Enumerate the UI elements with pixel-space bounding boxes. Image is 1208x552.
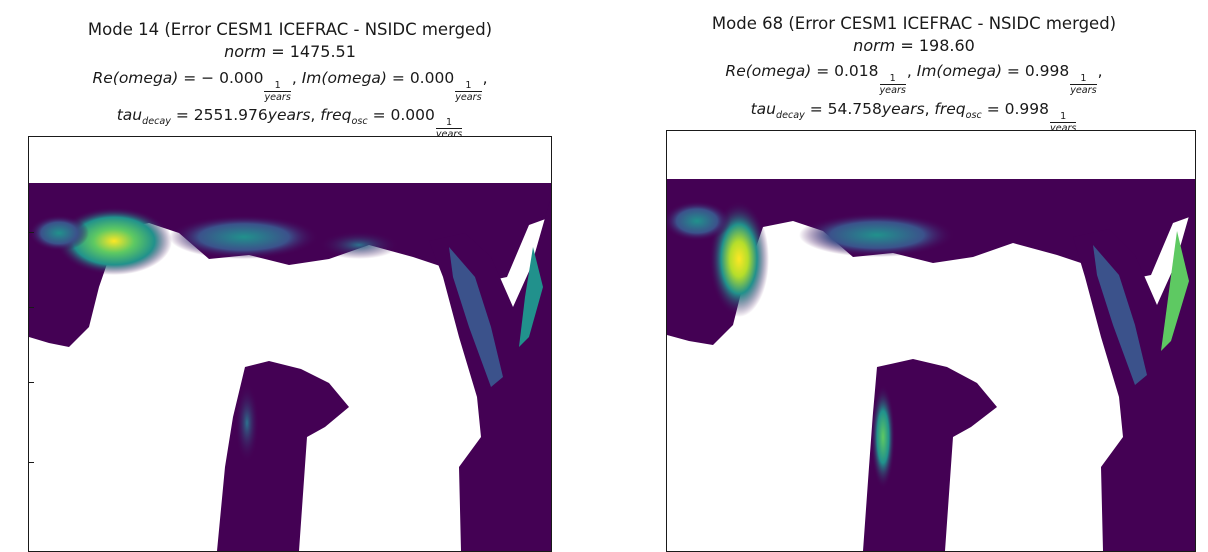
hotspot-central xyxy=(169,215,319,259)
im-value: 0.998 xyxy=(1024,62,1070,80)
heatmap-plot-area xyxy=(28,136,552,552)
hotspot-south xyxy=(871,385,895,489)
unit-fraction: 1 years xyxy=(879,73,906,97)
y-tick xyxy=(29,307,34,308)
hotspot-east-edge xyxy=(519,247,543,347)
unit-fraction: 1 years xyxy=(264,80,291,104)
tau-unit: years xyxy=(881,100,925,118)
im-value: 0.000 xyxy=(409,69,455,87)
hotspot-east-edge xyxy=(1161,231,1189,351)
norm-line: norm = 198.60 xyxy=(853,36,975,55)
hotspot-east-arm xyxy=(449,247,503,387)
norm-line: norm = 1475.51 xyxy=(224,42,356,61)
hotspot-south xyxy=(235,383,259,463)
hotspot-west-edge xyxy=(667,201,731,241)
unit-fraction: 1 years xyxy=(435,117,463,141)
unit-fraction: 1 years xyxy=(455,80,482,104)
tau-unit: years xyxy=(267,106,311,124)
norm-value: 1475.51 xyxy=(289,42,356,61)
decay-line: taudecay = 2551.976years, freqosc = 0.00… xyxy=(116,106,463,141)
freq-value: 0.998 xyxy=(1004,100,1050,118)
ocean-field-south xyxy=(217,361,349,551)
title-line: Mode 14 (Error CESM1 ICEFRAC - NSIDC mer… xyxy=(87,20,493,39)
y-tick xyxy=(29,462,34,463)
unit-fraction: 1 years xyxy=(1070,73,1097,97)
heatmap-mode-68 xyxy=(667,179,1195,551)
heatmap-mode-14 xyxy=(29,177,551,551)
y-tick xyxy=(29,382,34,383)
chart-title: Mode 68 (Error CESM1 ICEFRAC - NSIDC mer… xyxy=(620,14,1208,33)
hotspot-central-east xyxy=(319,231,399,259)
re-value: − 0.000 xyxy=(201,69,264,87)
hotspot-west-edge xyxy=(29,215,89,251)
freq-value: 0.000 xyxy=(390,106,435,124)
tau-label: tau xyxy=(116,106,143,124)
freq-label: freq xyxy=(320,106,352,124)
ocean-field-south xyxy=(863,359,997,551)
omega-line: Re(omega) = − 0.000 1 years, Im(omega) = 0… xyxy=(92,69,488,104)
norm-value: 198.60 xyxy=(918,36,975,55)
omega-line: Re(omega) = 0.018 1 years, Im(omega) = 0.9… xyxy=(725,62,1103,97)
y-tick xyxy=(29,232,34,233)
unit-fraction: 1 years xyxy=(1050,111,1077,135)
re-label: Re(omega) xyxy=(92,69,179,87)
chart-title: Mode 14 (Error CESM1 ICEFRAC - NSIDC mer… xyxy=(0,20,580,39)
freq-label: freq xyxy=(934,100,966,118)
heatmap-plot-area xyxy=(666,130,1196,552)
norm-label: norm xyxy=(224,42,267,61)
mask-top xyxy=(29,177,551,183)
hotspot-central xyxy=(799,213,955,257)
tau-label: tau xyxy=(750,100,776,118)
hotspot-west xyxy=(56,207,172,275)
hotspot-east-arm xyxy=(1093,245,1147,385)
norm-label: norm xyxy=(853,36,896,55)
re-label: Re(omega) xyxy=(725,62,812,80)
ocean-field-north xyxy=(667,179,1195,345)
im-label: Im(omega) xyxy=(916,62,1002,80)
tau-value: 54.758 xyxy=(827,100,882,118)
decay-line: taudecay = 54.758years, freqosc = 0.998 1… xyxy=(750,100,1077,135)
im-label: Im(omega) xyxy=(301,69,387,87)
re-value: 0.018 xyxy=(834,62,879,80)
tau-value: 2551.976 xyxy=(193,106,268,124)
title-line: Mode 68 (Error CESM1 ICEFRAC - NSIDC mer… xyxy=(711,14,1117,33)
